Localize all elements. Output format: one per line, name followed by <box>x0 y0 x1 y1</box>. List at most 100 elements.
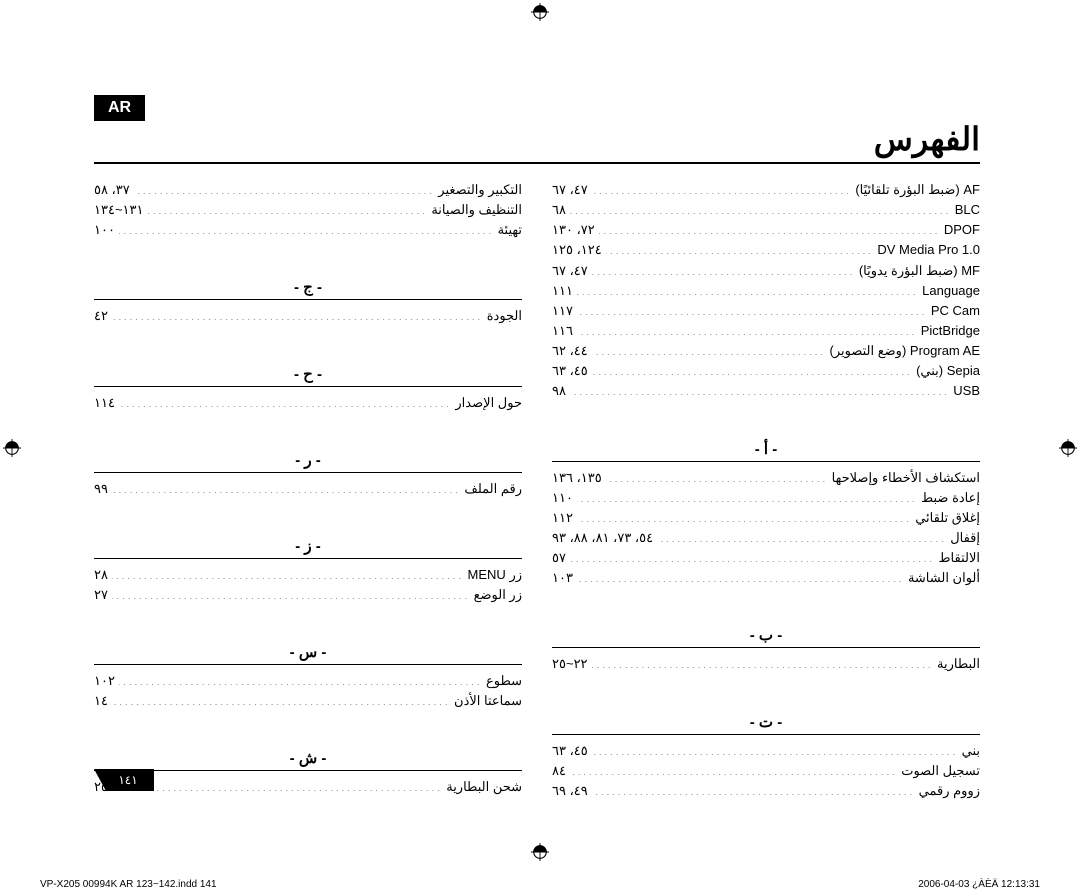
index-right-column: AF (ضبط البؤرة تلقائيًا)٤٧، ٦٧BLC٦٨DPOF٧… <box>552 180 980 801</box>
index-entry: MF (ضبط البؤرة يدويًا) ٤٧، ٦٧ <box>552 261 980 281</box>
index-entry: سطوع ١٠٢ <box>94 671 522 691</box>
entry-label: زووم رقمي <box>919 781 980 801</box>
index-section: - ز -زر MENU٢٨زر الوضع٢٧ <box>94 537 522 605</box>
entry-page: ١٣١~١٣٤ <box>94 200 144 220</box>
entry-leader <box>570 549 935 562</box>
crop-mark-top <box>528 0 552 24</box>
entry-page: ٩٩ <box>94 479 108 499</box>
index-entry: بني٤٥، ٦٣ <box>552 741 980 761</box>
entry-page: ٤٢ <box>94 306 108 326</box>
entry-label: شحن البطارية <box>446 777 522 797</box>
index-entry: DV Media Pro 1.0١٢٤، ١٢٥ <box>552 240 980 260</box>
index-section: - ح - حول الإصدار ١١٤ <box>94 365 522 413</box>
index-entry: سماعتا الأذن١٤ <box>94 691 522 711</box>
entry-label: البطارية <box>937 654 980 674</box>
section-heading: - ت - <box>552 713 980 735</box>
entry-leader <box>134 181 435 194</box>
entry-page: ١١٦ <box>552 321 573 341</box>
print-footer: VP-X205 00994K AR 123~142.indd 141 2006-… <box>40 879 1040 890</box>
entry-page: ١٠٢ <box>94 671 115 691</box>
index-section: - ش -شحن البطارية٢٥ <box>94 749 522 797</box>
section-heading: - ح - <box>94 365 522 387</box>
entry-leader <box>592 181 852 194</box>
entry-label: تهيئة <box>498 220 522 240</box>
index-entry: ألوان الشاشة ١٠٣ <box>552 568 980 588</box>
entry-label: تسجيل الصوت <box>901 761 980 781</box>
entry-label: زر الوضع <box>474 585 522 605</box>
entry-page: ١١٧ <box>552 301 573 321</box>
entry-label: BLC <box>955 200 980 220</box>
index-entry: Program AE (وضع التصوير)٤٤، ٦٢ <box>552 341 980 361</box>
entry-page: ٢٢~٢٥ <box>552 654 588 674</box>
entry-label: إعادة ضبط <box>921 488 980 508</box>
entry-label: حول الإصدار <box>455 393 522 413</box>
index-entry: الجودة٤٢ <box>94 306 522 326</box>
entry-leader <box>112 692 450 705</box>
entry-label: MF (ضبط البؤرة يدويًا) <box>859 261 980 281</box>
section-heading: - ب - <box>552 626 980 648</box>
entry-label: استكشاف الأخطاء وإصلاحها <box>832 468 980 488</box>
entry-page: ١١٤ <box>94 393 115 413</box>
entry-page: ٥٧ <box>552 548 566 568</box>
section-heading: - ج - <box>94 278 522 300</box>
entry-leader <box>570 201 951 214</box>
entry-page: ٨٤ <box>552 761 566 781</box>
entry-label: سماعتا الأذن <box>454 691 522 711</box>
entry-leader <box>112 566 464 579</box>
entry-page: ١٣٥، ١٣٦ <box>552 468 602 488</box>
index-entry: إقفال ٥٤، ٧٣، ٨١، ٨٨، ٩٣ <box>552 528 980 548</box>
index-entry: زووم رقمي٤٩، ٦٩ <box>552 781 980 801</box>
entry-leader <box>577 509 911 522</box>
index-entry: تسجيل الصوت ٨٤ <box>552 761 980 781</box>
index-columns: التكبير والتصغير٣٧، ٥٨التنظيف والصيانة١٣… <box>94 180 980 801</box>
entry-page: ٤٤، ٦٢ <box>552 341 588 361</box>
index-entry: التنظيف والصيانة١٣١~١٣٤ <box>94 200 522 220</box>
entry-leader <box>112 307 483 320</box>
entry-leader <box>577 282 918 295</box>
entry-leader <box>599 221 940 234</box>
entry-label: إقفال <box>950 528 980 548</box>
entry-leader <box>657 529 946 542</box>
entry-leader <box>148 201 428 214</box>
entry-page: ٦٨ <box>552 200 566 220</box>
entry-leader <box>592 655 933 668</box>
index-entry: رقم الملف٩٩ <box>94 479 522 499</box>
page-content: AR الفهرس التكبير والتصغير٣٧، ٥٨التنظيف … <box>80 40 1000 836</box>
index-entry: حول الإصدار ١١٤ <box>94 393 522 413</box>
entry-leader <box>119 672 482 685</box>
entry-page: ٧٢، ١٣٠ <box>552 220 595 240</box>
index-entry: USB٩٨ <box>552 381 980 401</box>
entry-label: إغلاق تلقائي <box>915 508 980 528</box>
entry-page: ١٠٣ <box>552 568 573 588</box>
entry-page: ٤٧، ٦٧ <box>552 261 588 281</box>
index-section: - ت - بني٤٥، ٦٣تسجيل الصوت ٨٤زووم رقمي٤٩، … <box>552 713 980 801</box>
entry-leader <box>592 262 855 275</box>
entry-label: الالتقاط <box>939 548 980 568</box>
index-left-column: التكبير والتصغير٣٧، ٥٨التنظيف والصيانة١٣… <box>94 180 522 801</box>
index-entry: AF (ضبط البؤرة تلقائيًا)٤٧، ٦٧ <box>552 180 980 200</box>
entry-page: ٢٧ <box>94 585 108 605</box>
index-entry: إغلاق تلقائي١١٢ <box>552 508 980 528</box>
entry-label: ألوان الشاشة <box>908 568 980 588</box>
entry-label: Language <box>922 281 980 301</box>
entry-page: ٥٤، ٧٣، ٨١، ٨٨، ٩٣ <box>552 528 653 548</box>
index-entry: زر الوضع ٢٧ <box>94 585 522 605</box>
entry-page: ١٠٠ <box>94 220 115 240</box>
entry-page: ٤٧، ٦٧ <box>552 180 588 200</box>
entry-label: سطوع <box>486 671 522 691</box>
index-entry: استكشاف الأخطاء وإصلاحها ١٣٥، ١٣٦ <box>552 468 980 488</box>
index-entry: إعادة ضبط١١٠ <box>552 488 980 508</box>
index-entry: تهيئة ١٠٠ <box>94 220 522 240</box>
entry-leader <box>577 569 904 582</box>
index-entry: BLC ٦٨ <box>552 200 980 220</box>
page-number-text: ١٤١ <box>118 773 137 787</box>
index-entry: شحن البطارية٢٥ <box>94 777 522 797</box>
entry-leader <box>577 322 917 335</box>
entry-leader <box>112 778 442 791</box>
title-rule <box>94 162 980 164</box>
section-heading: - أ - <box>552 440 980 462</box>
index-section: - ج - الجودة٤٢ <box>94 278 522 326</box>
entry-label: التكبير والتصغير <box>438 180 522 200</box>
entry-page: ٢٨ <box>94 565 108 585</box>
entry-leader <box>570 382 949 395</box>
